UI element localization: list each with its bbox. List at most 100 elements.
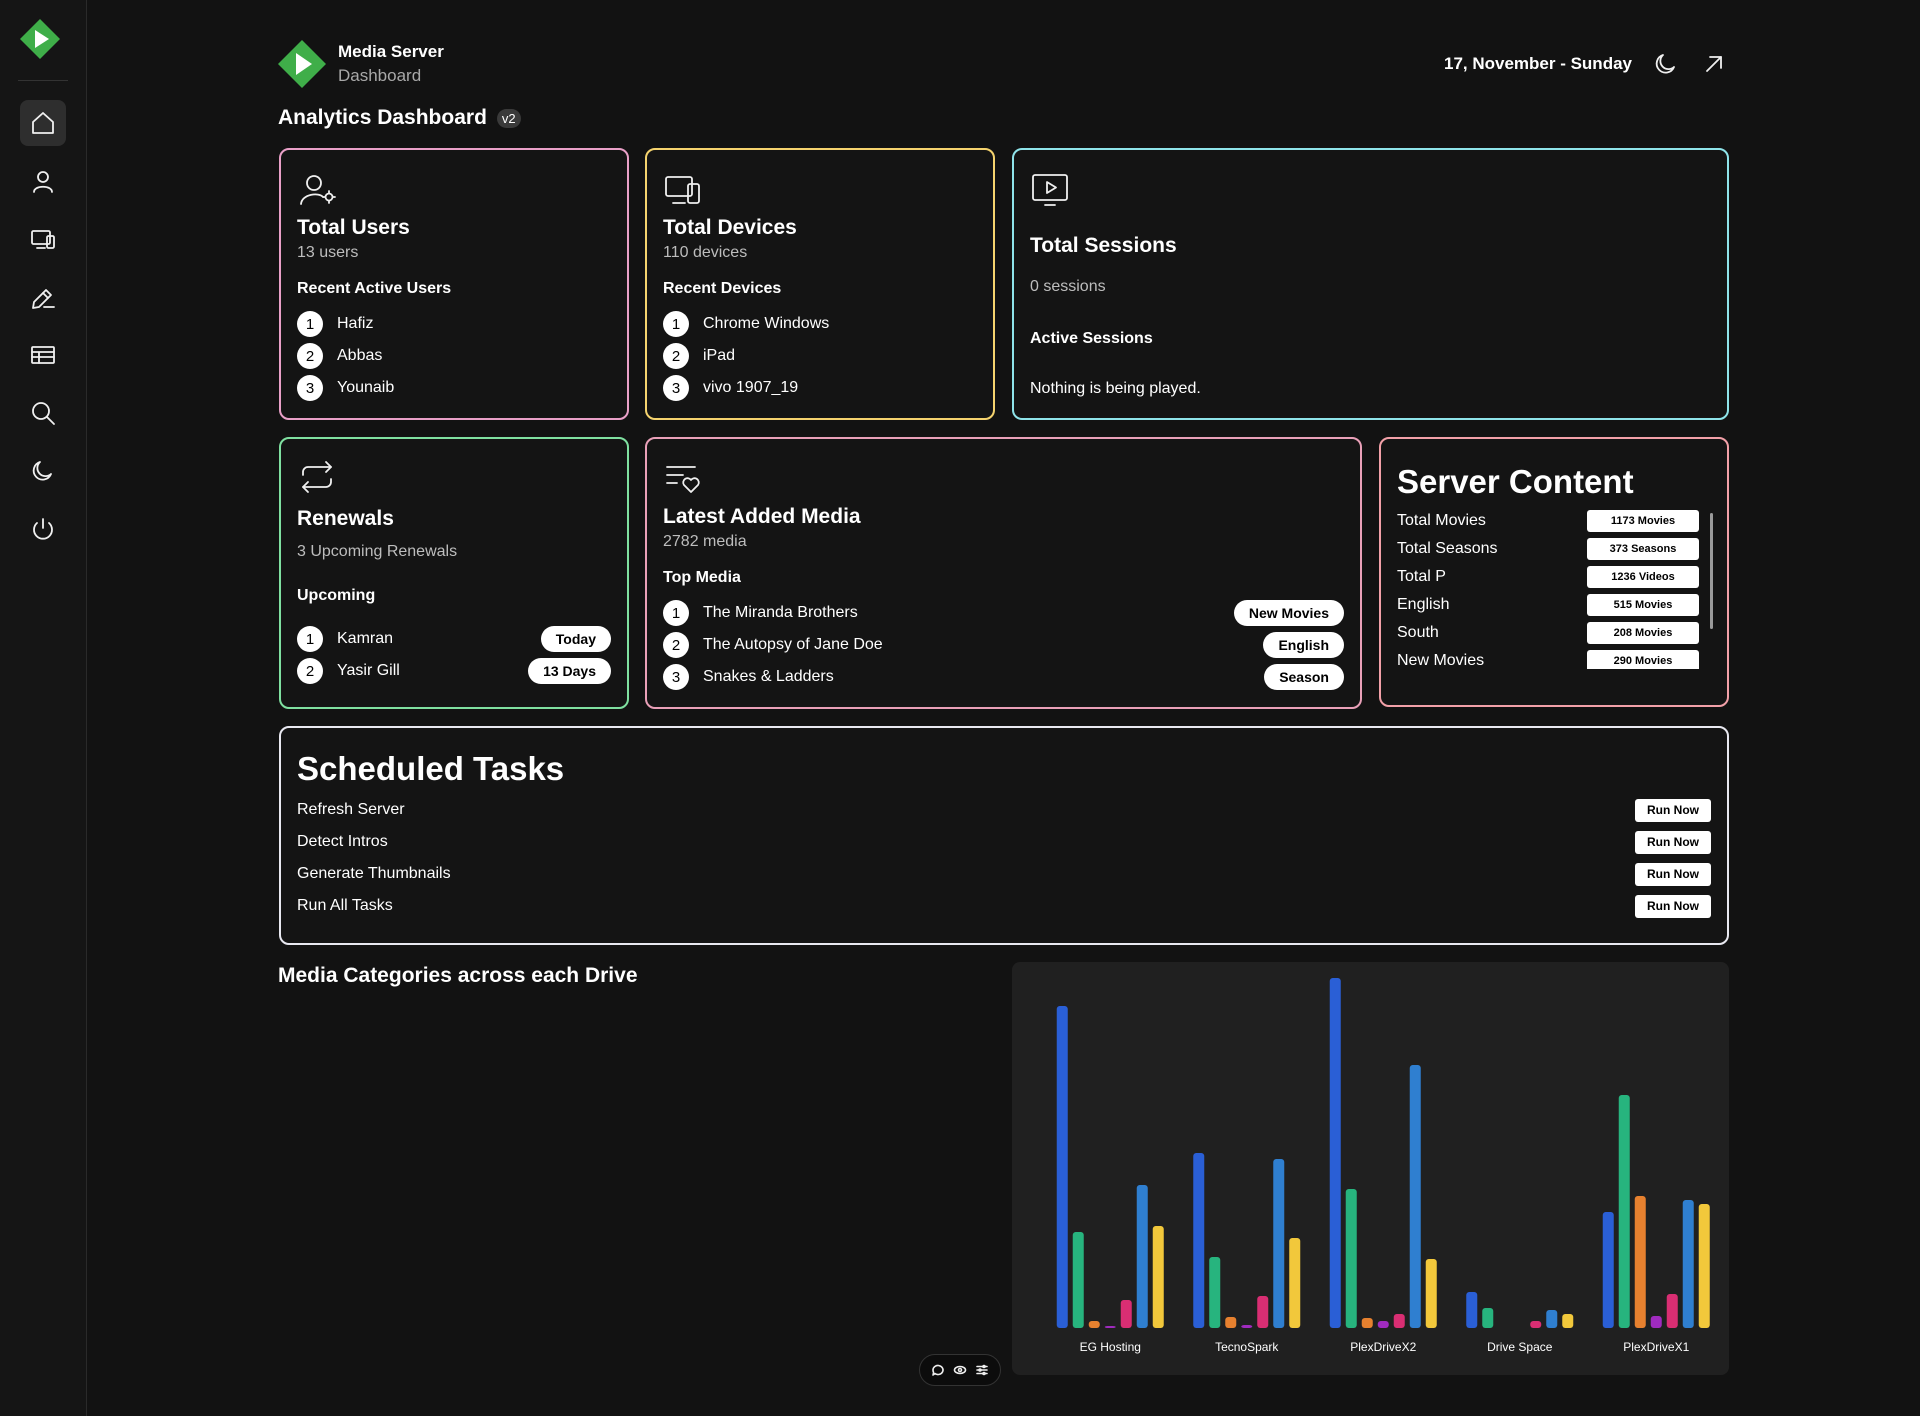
chart-bar[interactable] xyxy=(1225,1317,1237,1328)
sidebar-item-power[interactable] xyxy=(20,506,66,552)
home-icon xyxy=(32,112,54,134)
chart-bar[interactable] xyxy=(1393,1314,1405,1328)
chart-bar[interactable] xyxy=(1409,1065,1421,1328)
renewal-due-badge: Today xyxy=(540,626,611,652)
sidebar xyxy=(0,0,87,1416)
content-count-badge: 208 Movies xyxy=(1587,622,1699,644)
chart-bar[interactable] xyxy=(1602,1212,1614,1328)
header-date: 17, November - Sunday xyxy=(1443,54,1632,73)
chart-bar[interactable] xyxy=(1289,1238,1301,1328)
list-item[interactable]: 3 vivo 1907_19 xyxy=(663,372,977,404)
chart-bar[interactable] xyxy=(1193,1153,1205,1328)
brand: Media Server Dashboard xyxy=(278,40,444,88)
chart-bar[interactable] xyxy=(1152,1226,1164,1328)
list-item[interactable]: 1 Chrome Windows xyxy=(663,308,977,340)
view-button[interactable] xyxy=(953,1363,967,1377)
chart-bar[interactable] xyxy=(1361,1318,1373,1328)
media-category-badge: New Movies xyxy=(1233,600,1344,626)
content-count-badge: 1173 Movies xyxy=(1587,510,1699,532)
card-title: Latest Added Media xyxy=(663,505,861,528)
sidebar-item-users[interactable] xyxy=(20,158,66,204)
settings-button[interactable] xyxy=(975,1363,989,1377)
sidebar-item-search[interactable] xyxy=(20,390,66,436)
renewal-due-badge: 13 Days xyxy=(528,658,611,684)
server-content-list[interactable]: Total Movies 1173 Movies Total Seasons 373… xyxy=(1397,507,1719,669)
list-item[interactable]: 3 Snakes & Ladders Season xyxy=(663,661,1344,693)
list-item[interactable]: 2 iPad xyxy=(663,340,977,372)
content-count-badge: 515 Movies xyxy=(1587,594,1699,616)
empty-state-text: Nothing is being played. xyxy=(1030,380,1201,397)
chart-bar[interactable] xyxy=(1104,1326,1116,1328)
comment-button[interactable] xyxy=(931,1363,945,1377)
card-title: Server Content xyxy=(1397,463,1634,500)
chart-x-tick-label: PlexDriveX1 xyxy=(1623,1340,1689,1354)
chart-bar[interactable] xyxy=(1562,1314,1574,1328)
list-item[interactable]: 1 The Miranda Brothers New Movies xyxy=(663,597,1344,629)
chart-bar[interactable] xyxy=(1088,1321,1100,1328)
chart-bar[interactable] xyxy=(1466,1292,1478,1328)
chart-bar[interactable] xyxy=(1618,1095,1630,1328)
chart-bar[interactable] xyxy=(1377,1321,1389,1328)
list-item[interactable]: 2 Yasir Gill 13 Days xyxy=(297,655,611,687)
content-label: English xyxy=(1397,596,1450,613)
sliders-icon xyxy=(976,1364,988,1376)
brand-subtitle: Dashboard xyxy=(338,66,422,85)
run-now-button[interactable]: Run Now xyxy=(1635,894,1711,918)
chart-bar[interactable] xyxy=(1698,1204,1710,1328)
media-title: The Autopsy of Jane Doe xyxy=(703,636,883,653)
chart-bar[interactable] xyxy=(1425,1259,1437,1328)
external-link-button[interactable] xyxy=(1700,50,1728,78)
run-now-button[interactable]: Run Now xyxy=(1635,830,1711,854)
moon-icon xyxy=(1655,54,1675,74)
sidebar-item-theme[interactable] xyxy=(20,448,66,494)
sidebar-item-home[interactable] xyxy=(20,100,66,146)
card-title: Total Users xyxy=(297,216,410,239)
list-item[interactable]: 1 Hafiz xyxy=(297,308,611,340)
content-count-badge: 1236 Videos xyxy=(1587,566,1699,588)
recent-users-list: 1 Hafiz 2 Abbas 3 Younaib xyxy=(297,308,611,404)
device-name: vivo 1907_19 xyxy=(703,379,799,396)
scrollbar[interactable] xyxy=(1710,513,1713,629)
page-title-text: Analytics Dashboard xyxy=(278,106,487,129)
sidebar-item-edit[interactable] xyxy=(20,274,66,320)
chart-bar[interactable] xyxy=(1546,1310,1558,1328)
brand-title: Media Server xyxy=(338,42,444,61)
content-row: Total Seasons 373 Seasons xyxy=(1397,535,1719,563)
chart-bar[interactable] xyxy=(1329,978,1341,1328)
task-name: Generate Thumbnails xyxy=(297,865,451,882)
card-section-title: Recent Devices xyxy=(663,280,782,297)
run-now-button[interactable]: Run Now xyxy=(1635,862,1711,886)
chart-bar[interactable] xyxy=(1482,1308,1494,1328)
arrow-up-right-icon xyxy=(1706,56,1722,72)
chart-bar[interactable] xyxy=(1273,1159,1285,1328)
logo-icon[interactable] xyxy=(20,19,60,59)
latest-media-card: Latest Added Media 2782 media Top Media … xyxy=(645,437,1362,709)
sidebar-item-devices[interactable] xyxy=(20,216,66,262)
task-name: Detect Intros xyxy=(297,833,388,850)
list-item[interactable]: 1 Kamran Today xyxy=(297,623,611,655)
sidebar-item-table[interactable] xyxy=(20,332,66,378)
chart-bar[interactable] xyxy=(1056,1006,1068,1328)
user-name: Younaib xyxy=(337,379,395,396)
chart-bar[interactable] xyxy=(1257,1296,1269,1328)
chart-bar[interactable] xyxy=(1072,1232,1084,1328)
chart-bar[interactable] xyxy=(1650,1316,1662,1328)
chart-bar[interactable] xyxy=(1634,1196,1646,1328)
renewal-name: Kamran xyxy=(337,630,394,647)
chart-bar[interactable] xyxy=(1682,1200,1694,1328)
chart-bar[interactable] xyxy=(1120,1300,1132,1328)
run-now-button[interactable]: Run Now xyxy=(1635,798,1711,822)
chart-bar[interactable] xyxy=(1530,1321,1542,1328)
card-section-title: Active Sessions xyxy=(1030,330,1153,347)
chart-bar[interactable] xyxy=(1136,1185,1148,1328)
chart-bar[interactable] xyxy=(1345,1189,1357,1328)
list-item[interactable]: 3 Younaib xyxy=(297,372,611,404)
chart-bar[interactable] xyxy=(1241,1325,1253,1328)
chart-bar[interactable] xyxy=(1209,1257,1221,1328)
list-item[interactable]: 2 Abbas xyxy=(297,340,611,372)
card-subtitle: 2782 media xyxy=(663,533,747,550)
list-item[interactable]: 2 The Autopsy of Jane Doe English xyxy=(663,629,1344,661)
scheduled-tasks-card: Scheduled Tasks Refresh Server Run Now De… xyxy=(279,726,1729,945)
chart-bar[interactable] xyxy=(1666,1294,1678,1328)
theme-toggle-button[interactable] xyxy=(1652,50,1680,78)
